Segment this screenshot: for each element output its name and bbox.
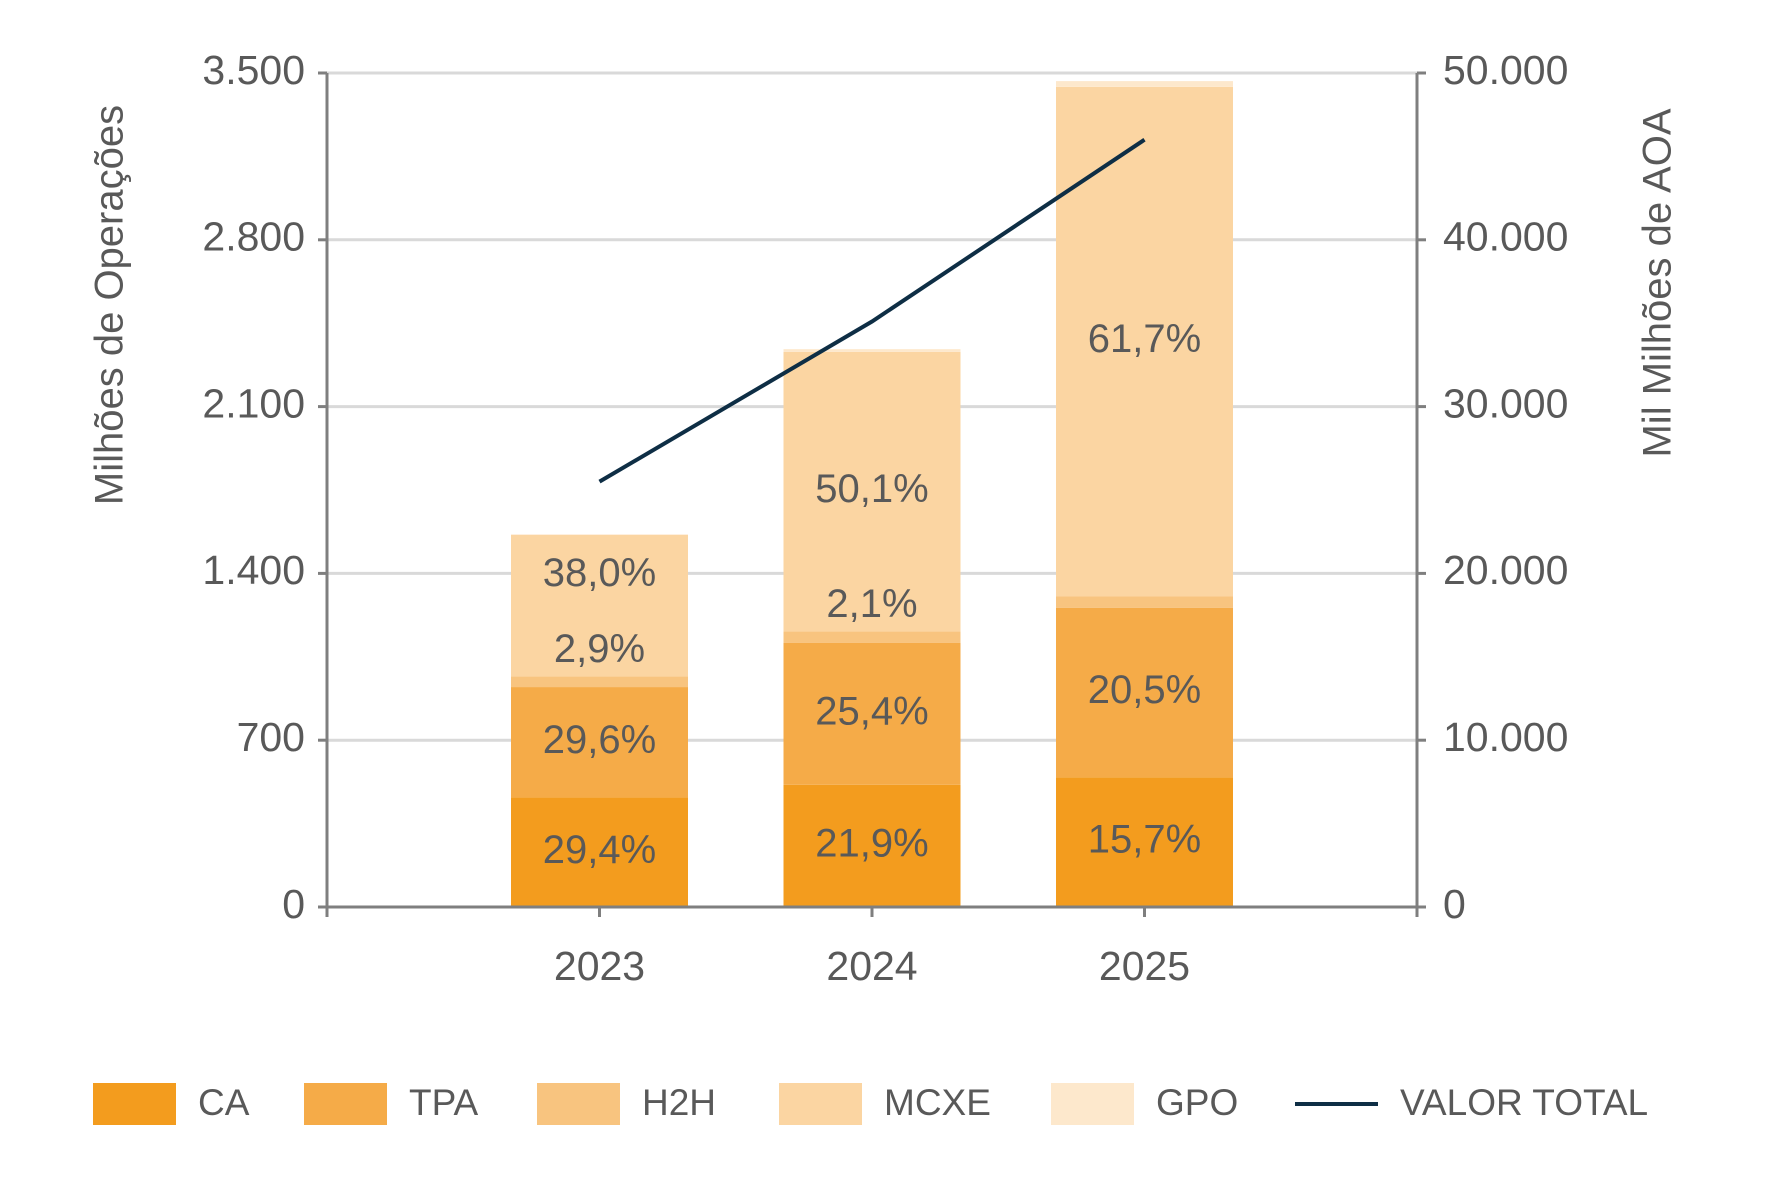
y-tick-label: 2.800 xyxy=(202,214,305,260)
legend-swatch xyxy=(304,1083,387,1125)
data-label: 29,4% xyxy=(543,828,656,872)
y2-tick-label: 50.000 xyxy=(1443,47,1568,93)
bar-segment xyxy=(511,534,688,677)
legend-label: MCXE xyxy=(884,1082,991,1123)
bar-segment xyxy=(783,349,961,352)
x-tick-label: 2023 xyxy=(554,943,645,989)
y2-tick-label: 20.000 xyxy=(1443,547,1568,593)
bar-segment xyxy=(783,351,961,632)
y-axis-label: Milhões de Operações xyxy=(88,105,132,505)
legend-swatch xyxy=(537,1083,620,1125)
legend-label: H2H xyxy=(642,1082,716,1123)
legend-label: GPO xyxy=(1156,1082,1238,1123)
y-tick-label: 3.500 xyxy=(202,47,305,93)
y2-axis-label: Mil Milhões de AOA xyxy=(1636,108,1680,457)
bar-segment xyxy=(1056,86,1233,597)
data-label: 15,7% xyxy=(1088,818,1201,862)
data-label: 20,5% xyxy=(1088,668,1201,712)
data-label: 25,4% xyxy=(815,689,928,733)
legend-swatch xyxy=(93,1083,176,1125)
y-tick-label: 1.400 xyxy=(202,547,305,593)
y2-tick-label: 10.000 xyxy=(1443,714,1568,760)
bar-segment xyxy=(1056,607,1233,778)
data-label: 2,9% xyxy=(554,627,645,671)
legend-label: TPA xyxy=(409,1082,479,1123)
y-tick-label: 0 xyxy=(282,881,305,927)
bar-segment xyxy=(1056,81,1233,87)
bar-segment xyxy=(511,797,688,907)
x-tick-label: 2024 xyxy=(826,943,917,989)
x-tick-label: 2025 xyxy=(1099,943,1190,989)
bar-segment xyxy=(1056,777,1233,907)
bar-segment xyxy=(511,687,688,798)
line-series xyxy=(598,138,1146,484)
data-label: 21,9% xyxy=(815,821,928,865)
legend-swatch xyxy=(1051,1083,1134,1125)
y2-tick-label: 40.000 xyxy=(1443,214,1568,260)
y2-tick-label: 30.000 xyxy=(1443,380,1568,426)
bar-segment xyxy=(783,642,961,785)
data-label: 38,0% xyxy=(543,551,656,595)
legend-swatch xyxy=(779,1083,862,1125)
y-tick-label: 2.100 xyxy=(202,380,305,426)
bar-segment xyxy=(783,631,961,643)
data-label: 61,7% xyxy=(1088,317,1201,361)
legend-label: CA xyxy=(198,1082,250,1123)
data-label: 29,6% xyxy=(543,718,656,762)
y2-tick-label: 0 xyxy=(1443,881,1466,927)
bar-segment xyxy=(511,676,688,688)
bar-segment xyxy=(783,784,961,907)
y-tick-label: 700 xyxy=(237,714,305,760)
data-label: 50,1% xyxy=(815,467,928,511)
data-label: 2,1% xyxy=(826,582,917,626)
bar-segment xyxy=(1056,596,1233,608)
legend-label: VALOR TOTAL xyxy=(1400,1082,1648,1123)
